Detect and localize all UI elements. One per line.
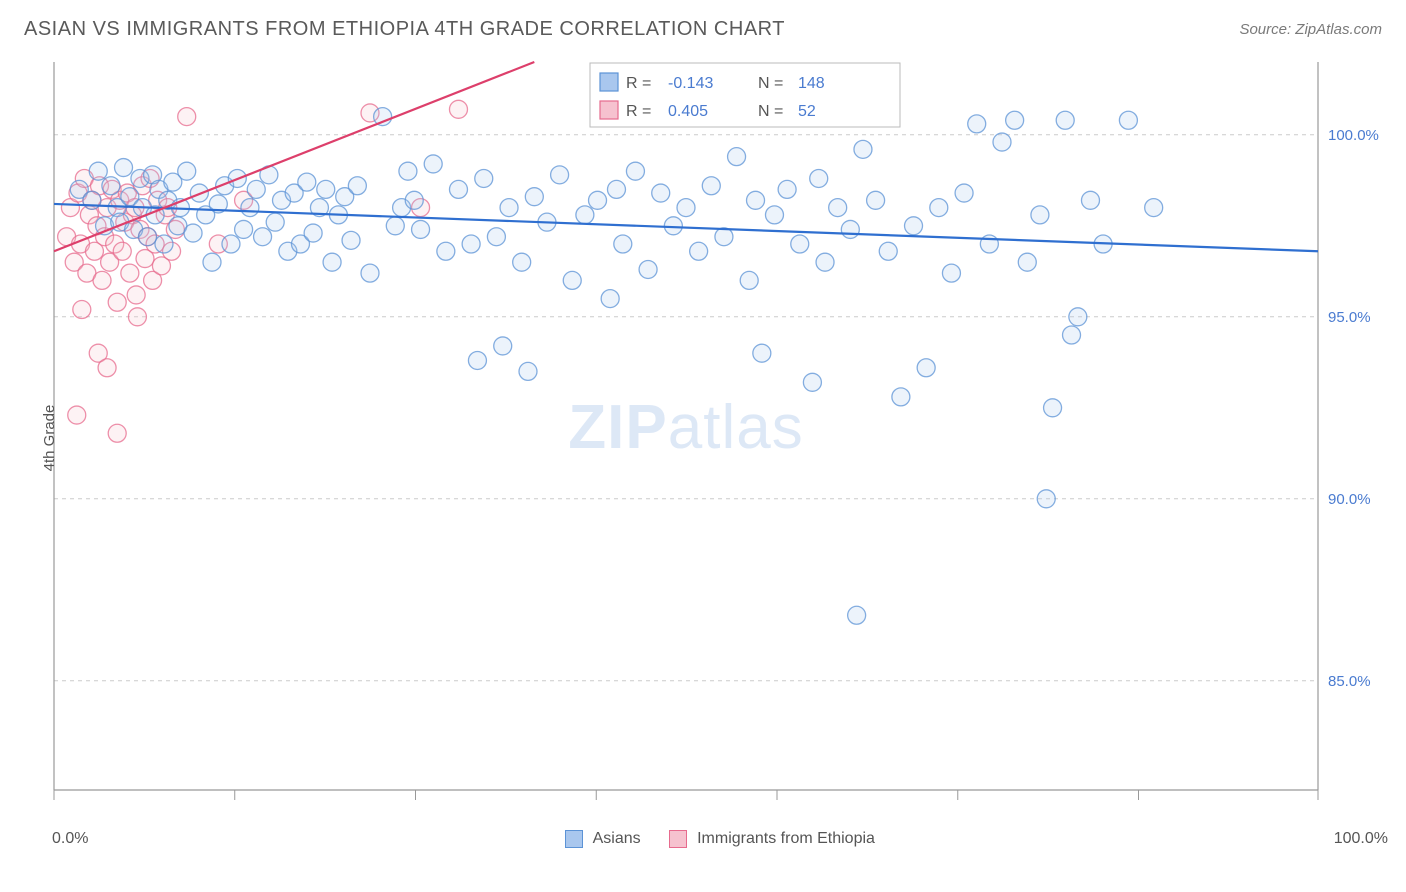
- svg-text:52: 52: [798, 103, 816, 120]
- chart-container: 4th Grade 85.0%90.0%95.0%100.0%ZIPatlasR…: [50, 58, 1390, 818]
- bottom-legend: 0.0% Asians Immigrants from Ethiopia 100…: [50, 830, 1390, 848]
- swatch-ethiopia: [669, 830, 687, 848]
- svg-text:0.405: 0.405: [668, 103, 708, 120]
- svg-text:ZIPatlas: ZIPatlas: [568, 393, 803, 462]
- xaxis-max-label: 100.0%: [1334, 830, 1388, 848]
- chart-title: ASIAN VS IMMIGRANTS FROM ETHIOPIA 4TH GR…: [24, 18, 785, 41]
- svg-text:148: 148: [798, 75, 825, 92]
- swatch-asians: [565, 830, 583, 848]
- legend-item-asians: Asians: [565, 830, 641, 848]
- svg-text:N =: N =: [758, 75, 783, 92]
- xaxis-min-label: 0.0%: [52, 830, 88, 848]
- scatter-chart: 85.0% 90.0% 95.0% 100.0% ZIPatlas R = -0.143 N …: [50, 58, 1390, 818]
- legend-label-ethiopia: Immigrants from Ethiopia: [697, 830, 875, 847]
- svg-text:85.0%: 85.0%: [1328, 673, 1371, 690]
- y-axis-label: 4th Grade: [41, 405, 58, 472]
- svg-text:R =: R =: [626, 103, 651, 120]
- svg-text:90.0%: 90.0%: [1328, 491, 1371, 508]
- svg-text:R =: R =: [626, 75, 651, 92]
- legend-label-asians: Asians: [593, 830, 641, 847]
- svg-text:-0.143: -0.143: [668, 75, 713, 92]
- source-label: Source: ZipAtlas.com: [1239, 21, 1382, 38]
- svg-text:N =: N =: [758, 103, 783, 120]
- legend-item-ethiopia: Immigrants from Ethiopia: [669, 830, 875, 848]
- svg-text:100.0%: 100.0%: [1328, 127, 1379, 144]
- svg-text:95.0%: 95.0%: [1328, 309, 1371, 326]
